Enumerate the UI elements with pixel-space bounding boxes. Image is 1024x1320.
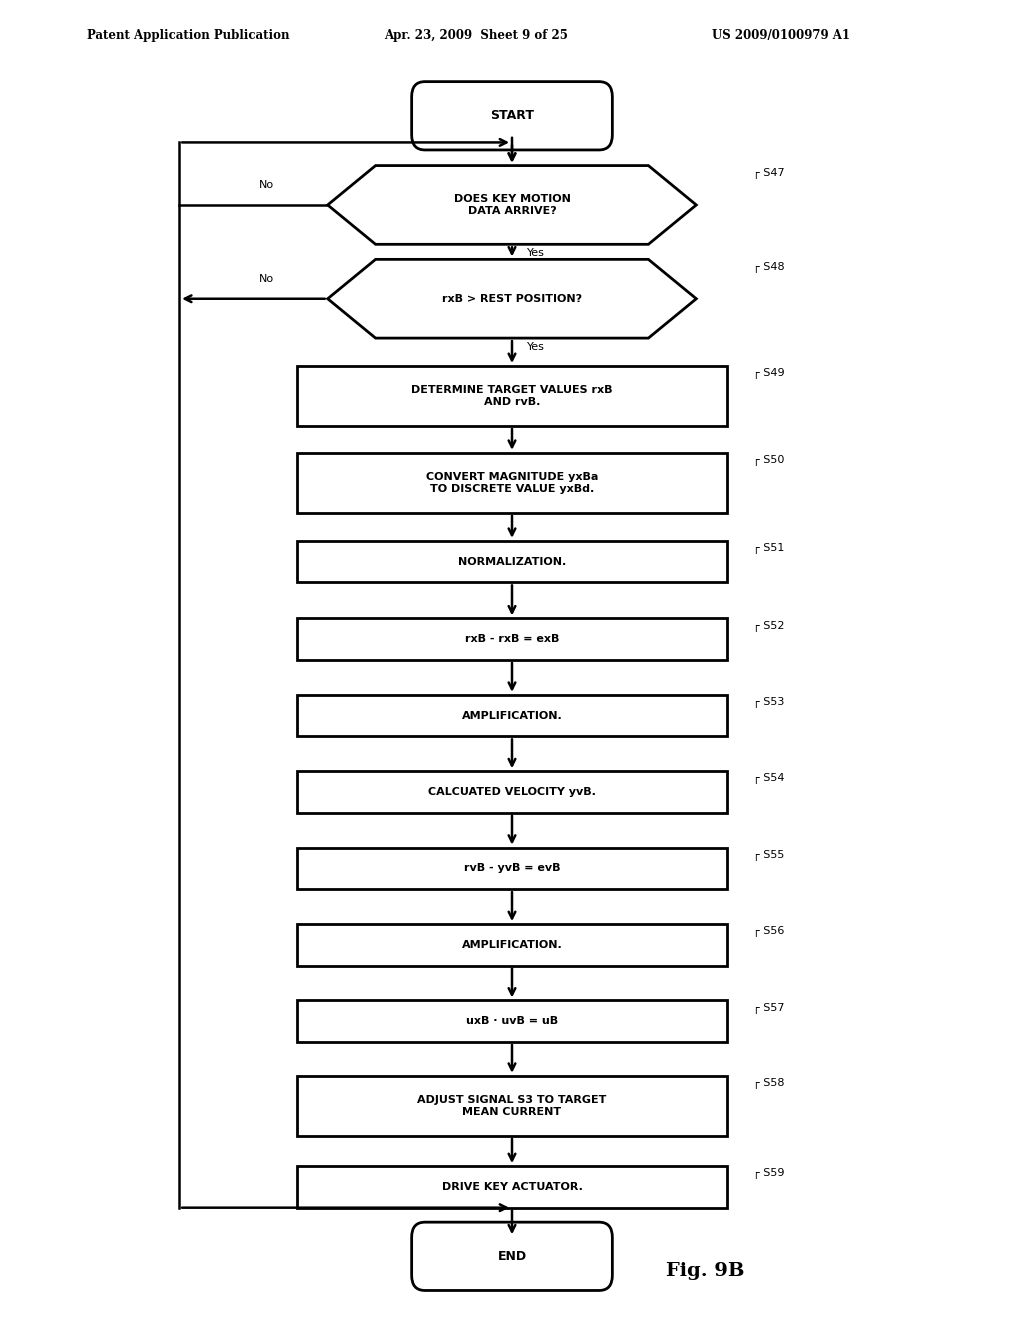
Text: Yes: Yes bbox=[527, 342, 545, 351]
Text: END: END bbox=[498, 1250, 526, 1263]
Text: US 2009/0100979 A1: US 2009/0100979 A1 bbox=[712, 29, 850, 42]
Text: No: No bbox=[259, 273, 273, 284]
Bar bbox=[297, 1166, 727, 1208]
Text: DOES KEY MOTION
DATA ARRIVE?: DOES KEY MOTION DATA ARRIVE? bbox=[454, 194, 570, 215]
Text: START: START bbox=[490, 110, 534, 123]
Polygon shape bbox=[328, 165, 696, 244]
Bar bbox=[297, 453, 727, 513]
Text: Fig. 9B: Fig. 9B bbox=[666, 1262, 744, 1280]
Text: Yes: Yes bbox=[527, 248, 545, 257]
Bar bbox=[297, 366, 727, 426]
Text: Apr. 23, 2009  Sheet 9 of 25: Apr. 23, 2009 Sheet 9 of 25 bbox=[384, 29, 568, 42]
Text: ┌ S58: ┌ S58 bbox=[753, 1078, 784, 1089]
Text: DETERMINE TARGET VALUES rxB
AND rvB.: DETERMINE TARGET VALUES rxB AND rvB. bbox=[412, 385, 612, 407]
Text: Patent Application Publication: Patent Application Publication bbox=[87, 29, 290, 42]
Bar bbox=[297, 771, 727, 813]
Text: AMPLIFICATION.: AMPLIFICATION. bbox=[462, 710, 562, 721]
Text: ┌ S50: ┌ S50 bbox=[753, 455, 784, 466]
Text: ┌ S57: ┌ S57 bbox=[753, 1003, 784, 1014]
Text: AMPLIFICATION.: AMPLIFICATION. bbox=[462, 940, 562, 950]
Text: ┌ S54: ┌ S54 bbox=[753, 774, 784, 784]
Text: ┌ S49: ┌ S49 bbox=[753, 368, 784, 379]
Text: ┌ S53: ┌ S53 bbox=[753, 697, 784, 708]
Bar bbox=[297, 618, 727, 660]
Polygon shape bbox=[328, 259, 696, 338]
Text: DRIVE KEY ACTUATOR.: DRIVE KEY ACTUATOR. bbox=[441, 1181, 583, 1192]
Text: ┌ S48: ┌ S48 bbox=[753, 261, 784, 273]
Text: ┌ S51: ┌ S51 bbox=[753, 543, 784, 554]
Bar bbox=[297, 1076, 727, 1137]
Text: NORMALIZATION.: NORMALIZATION. bbox=[458, 557, 566, 566]
Text: ┌ S47: ┌ S47 bbox=[753, 168, 784, 180]
Text: ┌ S55: ┌ S55 bbox=[753, 850, 784, 861]
Bar bbox=[297, 1001, 727, 1041]
Text: No: No bbox=[259, 180, 273, 190]
Text: ┌ S59: ┌ S59 bbox=[753, 1168, 784, 1179]
Text: rxB > REST POSITION?: rxB > REST POSITION? bbox=[442, 294, 582, 304]
FancyBboxPatch shape bbox=[412, 82, 612, 150]
Bar bbox=[297, 541, 727, 582]
Bar bbox=[297, 847, 727, 890]
Bar bbox=[297, 694, 727, 737]
Text: rxB - rxB = exB: rxB - rxB = exB bbox=[465, 634, 559, 644]
FancyBboxPatch shape bbox=[412, 1222, 612, 1291]
Text: ADJUST SIGNAL S3 TO TARGET
MEAN CURRENT: ADJUST SIGNAL S3 TO TARGET MEAN CURRENT bbox=[418, 1096, 606, 1117]
Bar bbox=[297, 924, 727, 966]
Text: rvB - yvB = evB: rvB - yvB = evB bbox=[464, 863, 560, 874]
Text: CALCUATED VELOCITY yvB.: CALCUATED VELOCITY yvB. bbox=[428, 787, 596, 797]
Text: uxB · uvB = uB: uxB · uvB = uB bbox=[466, 1016, 558, 1026]
Text: ┌ S52: ┌ S52 bbox=[753, 620, 784, 632]
Text: CONVERT MAGNITUDE yxBa
TO DISCRETE VALUE yxBd.: CONVERT MAGNITUDE yxBa TO DISCRETE VALUE… bbox=[426, 473, 598, 494]
Text: ┌ S56: ┌ S56 bbox=[753, 927, 784, 937]
